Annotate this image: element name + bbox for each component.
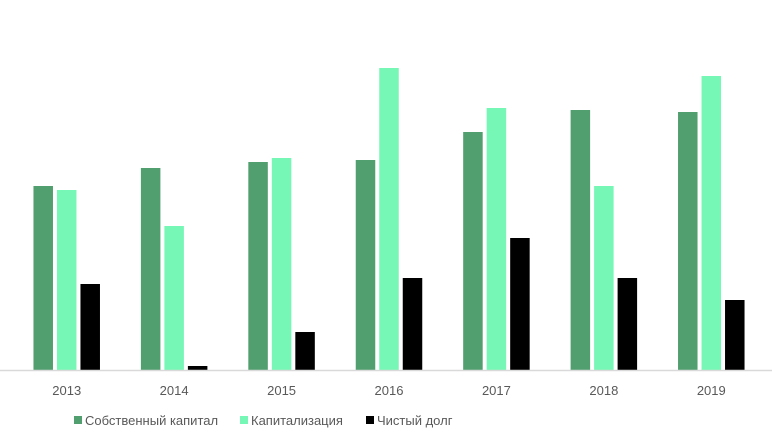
bar-2013-series-2 [80, 284, 100, 370]
bar-2016-series-1 [379, 68, 399, 370]
x-tick-label: 2018 [589, 383, 618, 398]
legend-label: Чистый долг [377, 413, 453, 428]
x-tick-label: 2014 [160, 383, 189, 398]
bar-2018-series-2 [617, 278, 638, 370]
bar-2016-series-2 [402, 278, 423, 370]
legend-swatch [366, 416, 374, 424]
bar-2015-series-1 [271, 158, 292, 370]
x-tick-label: 2015 [267, 383, 296, 398]
bar-2018-series-1 [594, 186, 614, 370]
bar-2017-series-2 [510, 238, 530, 370]
legend-label: Собственный капитал [85, 413, 218, 428]
legend-swatch [74, 416, 82, 424]
bar-2018-series-0 [570, 110, 591, 370]
legend-label: Капитализация [251, 413, 343, 428]
bar-2017-series-1 [486, 108, 507, 370]
bar-2014-series-0 [140, 168, 161, 370]
bar-2019-series-1 [701, 76, 722, 370]
x-tick-label: 2017 [482, 383, 511, 398]
legend-swatch [240, 416, 248, 424]
bar-2014-series-2 [187, 366, 208, 370]
x-tick-label: 2016 [375, 383, 404, 398]
bar-2013-series-1 [56, 190, 77, 370]
bar-2017-series-0 [463, 132, 483, 370]
bar-2019-series-0 [678, 112, 698, 370]
bar-2015-series-2 [295, 332, 315, 370]
x-tick-label: 2019 [697, 383, 726, 398]
bar-2014-series-1 [164, 226, 184, 370]
bar-2015-series-0 [248, 162, 268, 370]
bar-2019-series-2 [725, 300, 745, 370]
bar-2016-series-0 [355, 160, 376, 370]
bar-2013-series-0 [33, 186, 53, 370]
x-tick-label: 2013 [52, 383, 81, 398]
